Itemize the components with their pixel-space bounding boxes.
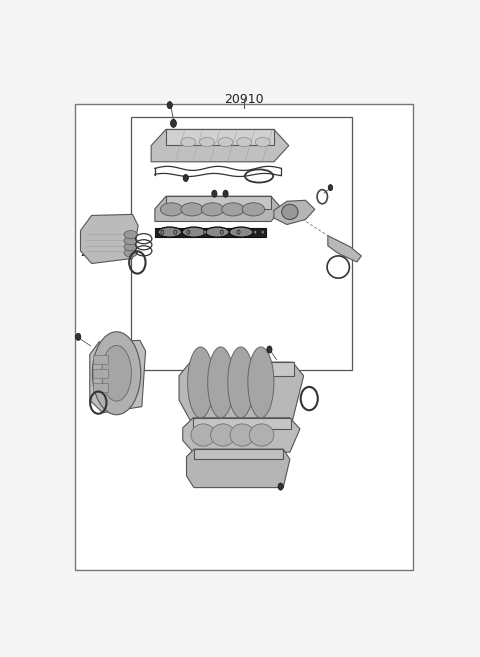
Ellipse shape <box>237 137 252 147</box>
Polygon shape <box>190 362 294 376</box>
Ellipse shape <box>161 230 164 234</box>
Ellipse shape <box>92 332 141 415</box>
Polygon shape <box>274 200 315 225</box>
Polygon shape <box>328 236 361 262</box>
Ellipse shape <box>202 203 224 216</box>
Ellipse shape <box>124 249 137 257</box>
Polygon shape <box>151 129 289 162</box>
Ellipse shape <box>282 204 298 219</box>
Ellipse shape <box>254 230 257 234</box>
Ellipse shape <box>181 137 196 147</box>
Ellipse shape <box>255 137 270 147</box>
Polygon shape <box>186 449 290 487</box>
Ellipse shape <box>223 190 228 197</box>
Ellipse shape <box>204 230 206 234</box>
Ellipse shape <box>205 227 229 237</box>
Ellipse shape <box>182 227 206 237</box>
Ellipse shape <box>170 120 177 127</box>
Polygon shape <box>155 196 282 221</box>
Ellipse shape <box>174 230 177 234</box>
Ellipse shape <box>187 230 190 234</box>
Bar <box>94 384 108 392</box>
Polygon shape <box>194 449 283 459</box>
Ellipse shape <box>242 203 264 216</box>
Ellipse shape <box>200 137 215 147</box>
Ellipse shape <box>124 231 137 238</box>
Ellipse shape <box>102 346 132 401</box>
Bar <box>94 355 108 364</box>
Ellipse shape <box>328 185 333 191</box>
Ellipse shape <box>76 333 81 340</box>
Polygon shape <box>155 227 266 237</box>
Ellipse shape <box>212 190 217 197</box>
Ellipse shape <box>167 102 172 108</box>
Ellipse shape <box>211 424 235 446</box>
Ellipse shape <box>191 424 216 446</box>
Ellipse shape <box>229 227 253 237</box>
Ellipse shape <box>249 424 274 446</box>
Ellipse shape <box>228 347 254 418</box>
Ellipse shape <box>124 237 137 245</box>
Polygon shape <box>166 129 274 145</box>
Ellipse shape <box>218 137 233 147</box>
Ellipse shape <box>248 347 274 418</box>
Ellipse shape <box>124 242 137 251</box>
Polygon shape <box>90 340 145 413</box>
Ellipse shape <box>188 347 214 418</box>
Text: 20910: 20910 <box>224 93 264 106</box>
Ellipse shape <box>278 483 283 490</box>
Ellipse shape <box>267 346 272 353</box>
Ellipse shape <box>181 203 203 216</box>
Ellipse shape <box>208 347 234 418</box>
Ellipse shape <box>160 203 183 216</box>
Polygon shape <box>183 418 300 452</box>
Polygon shape <box>179 362 304 420</box>
Bar <box>131 117 352 370</box>
Polygon shape <box>166 196 271 209</box>
Bar <box>94 369 108 378</box>
Ellipse shape <box>222 203 244 216</box>
Ellipse shape <box>230 424 254 446</box>
Text: 20920: 20920 <box>81 248 113 258</box>
Ellipse shape <box>220 230 223 234</box>
Polygon shape <box>81 214 138 263</box>
Polygon shape <box>193 418 290 429</box>
Ellipse shape <box>237 230 240 234</box>
Ellipse shape <box>158 227 181 237</box>
Ellipse shape <box>261 230 264 234</box>
Ellipse shape <box>183 175 188 181</box>
